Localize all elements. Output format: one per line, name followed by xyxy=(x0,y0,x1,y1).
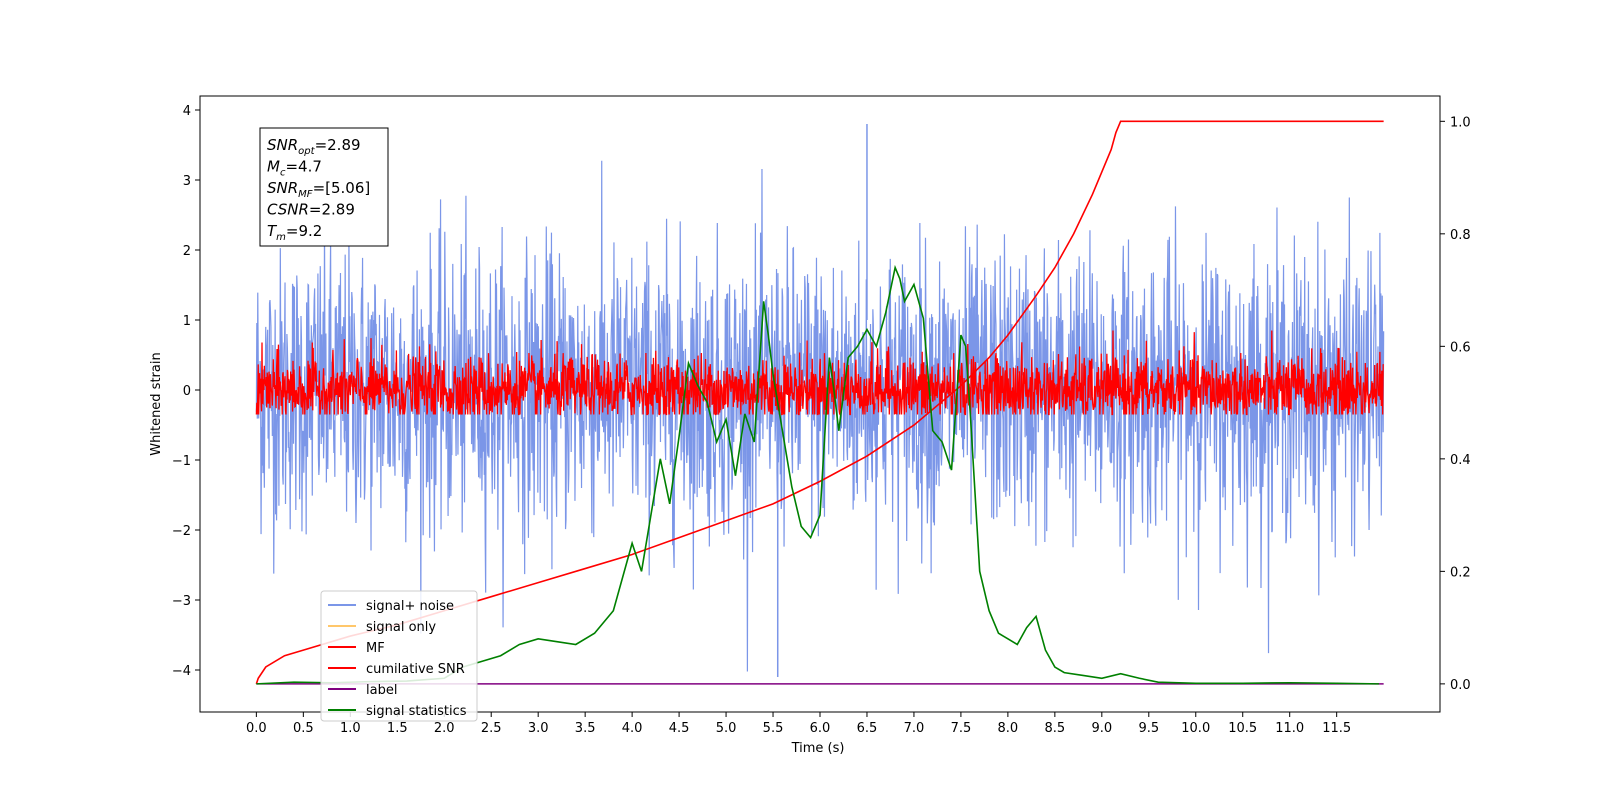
y-left-tick-label: 4 xyxy=(183,104,191,119)
legend-entry-label: signal statistics xyxy=(366,704,467,719)
y-right-tick-label: 0.8 xyxy=(1450,228,1471,243)
y-left-tick-label: 2 xyxy=(183,244,191,259)
x-tick-label: 3.5 xyxy=(575,721,596,736)
x-tick-label: 0.5 xyxy=(293,721,314,736)
annotation-line: Mc=4.7 xyxy=(267,158,322,179)
x-tick-label: 11.0 xyxy=(1275,721,1304,736)
annotation-line: CSNR=2.89 xyxy=(267,201,355,219)
x-tick-label: 9.5 xyxy=(1138,721,1159,736)
x-tick-label: 1.0 xyxy=(340,721,361,736)
x-tick-label: 10.0 xyxy=(1181,721,1210,736)
series-signal-statistics xyxy=(256,264,1379,685)
x-axis: 0.0 0.5 1.0 1.5 2.0 2.5 3.0 3.5 4.0 4.5 5.0 5.5 6.0 6… xyxy=(246,712,1351,736)
annotation-subscript: m xyxy=(276,232,286,243)
y-axis-label: Whitened strain xyxy=(149,352,164,455)
annotation-value: =2.89 xyxy=(309,201,355,219)
annotation-line: Tm=9.2 xyxy=(267,222,322,243)
y-axis-left: −4 −3 −2 −1 0 1 2 3 4 xyxy=(172,104,200,679)
annotation-symbol: M xyxy=(267,158,280,176)
y-left-tick-label: −4 xyxy=(172,664,191,679)
annotation-symbol: T xyxy=(267,222,278,240)
x-tick-label: 2.5 xyxy=(481,721,502,736)
annotation-frame xyxy=(259,127,389,247)
annotation-value: =2.89 xyxy=(315,136,361,154)
annotation-subscript: c xyxy=(280,168,286,179)
x-tick-label: 4.5 xyxy=(669,721,690,736)
x-tick-label: 1.5 xyxy=(387,721,408,736)
annotation-subscript: MF xyxy=(298,189,313,200)
y-right-tick-label: 0.0 xyxy=(1450,678,1471,693)
y-left-tick-label: −3 xyxy=(172,594,191,609)
y-left-tick-label: −2 xyxy=(172,524,191,539)
y-right-tick-label: 1.0 xyxy=(1450,115,1471,130)
annotation-symbol: CSNR xyxy=(267,201,309,219)
x-tick-label: 8.5 xyxy=(1045,721,1066,736)
y-right-tick-label: 0.2 xyxy=(1450,565,1471,580)
x-tick-label: 6.5 xyxy=(857,721,878,736)
legend-entry-label: MF xyxy=(366,641,385,656)
x-tick-label: 7.0 xyxy=(904,721,925,736)
x-tick-label: 0.0 xyxy=(246,721,267,736)
x-tick-label: 10.5 xyxy=(1228,721,1257,736)
annotation-symbol: SNR xyxy=(267,179,298,197)
y-axis-right: 0.0 0.2 0.4 0.6 0.8 1.0 xyxy=(1440,115,1471,693)
x-axis-label: Time (s) xyxy=(791,741,845,756)
series-mf xyxy=(255,330,1385,416)
y-right-tick-label: 0.6 xyxy=(1450,340,1471,355)
legend-entry-label: label xyxy=(366,683,397,698)
annotation-line: SNRMF=[5.06] xyxy=(267,179,370,200)
legend-entry-label: signal+ noise xyxy=(366,599,454,614)
y-right-tick-label: 0.4 xyxy=(1450,453,1471,468)
x-tick-label: 6.0 xyxy=(810,721,831,736)
stats-annotation-box: SNRopt=2.89Mc=4.7SNRMF=[5.06]CSNR=2.89Tm… xyxy=(259,127,389,247)
annotation-symbol: SNR xyxy=(267,136,298,154)
y-left-tick-label: −1 xyxy=(172,454,191,469)
x-tick-label: 7.5 xyxy=(951,721,972,736)
annotation-value: =9.2 xyxy=(286,222,322,240)
legend-entry-label: signal only xyxy=(366,620,436,635)
annotation-value: =[5.06] xyxy=(313,179,371,197)
x-tick-label: 9.0 xyxy=(1091,721,1112,736)
x-tick-label: 5.5 xyxy=(763,721,784,736)
legend-entry-label: cumilative SNR xyxy=(366,662,465,677)
x-tick-label: 8.0 xyxy=(998,721,1019,736)
legend: signal+ noise signal only MF cumilative SNR… xyxy=(320,590,478,722)
y-left-tick-label: 0 xyxy=(183,384,191,399)
legend-frame xyxy=(320,590,478,722)
annotation-value: =4.7 xyxy=(285,158,321,176)
x-tick-label: 2.0 xyxy=(434,721,455,736)
y-left-tick-label: 1 xyxy=(183,314,191,329)
x-tick-label: 3.0 xyxy=(528,721,549,736)
x-tick-label: 5.0 xyxy=(716,721,737,736)
annotation-line: SNRopt=2.89 xyxy=(267,136,361,157)
annotation-subscript: opt xyxy=(298,146,315,157)
series-layer xyxy=(255,120,1385,685)
y-left-tick-label: 3 xyxy=(183,174,191,189)
x-tick-label: 11.5 xyxy=(1322,721,1351,736)
x-tick-label: 4.0 xyxy=(622,721,643,736)
